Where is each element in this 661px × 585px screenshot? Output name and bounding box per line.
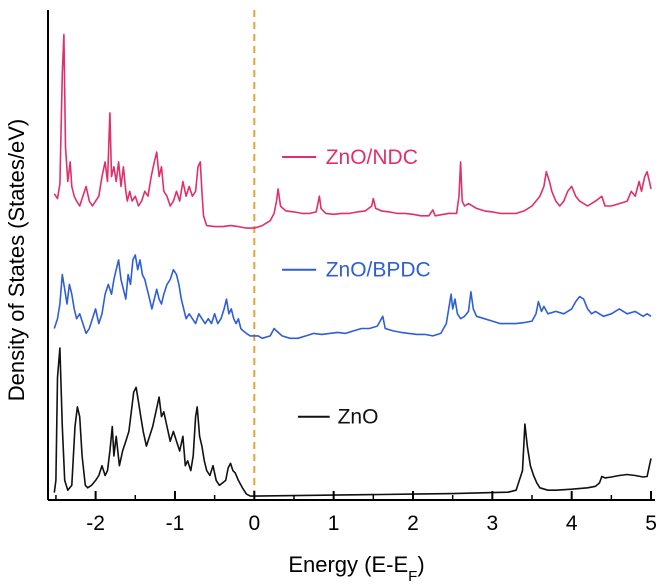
- series-line-zno: [53, 347, 652, 497]
- x-axis-title: Energy (E-EF): [288, 552, 424, 585]
- x-tick-label: 3: [486, 512, 498, 535]
- x-tick-label: -2: [86, 512, 105, 535]
- axes: -2 -1 0 1 2 3 4 5: [47, 10, 657, 535]
- x-tick-label: 1: [328, 512, 340, 535]
- series-line-zno-bpdc: [53, 254, 652, 340]
- x-axis-title-subscript: F: [408, 568, 417, 585]
- series-line-zno-ndc: [53, 33, 652, 229]
- legend-label-zno-ndc: ZnO/NDC: [326, 146, 418, 169]
- legend: ZnO/NDC ZnO/BPDC ZnO: [282, 146, 431, 429]
- x-axis-title-main: Energy (E-E: [288, 552, 408, 577]
- x-tick-label: 2: [407, 512, 419, 535]
- x-tick-label: 0: [248, 512, 260, 535]
- y-axis-title: Density of States (States/eV): [4, 119, 29, 401]
- series-group: [53, 33, 652, 497]
- legend-label-zno: ZnO: [338, 406, 379, 429]
- x-axis-title-close: ): [417, 552, 424, 577]
- legend-label-zno-bpdc: ZnO/BPDC: [326, 259, 431, 282]
- x-tick-label: 4: [566, 512, 578, 535]
- x-ticks: -2 -1 0 1 2 3 4 5: [55, 491, 657, 535]
- x-tick-label: -1: [166, 512, 185, 535]
- x-tick-label: 5: [645, 512, 657, 535]
